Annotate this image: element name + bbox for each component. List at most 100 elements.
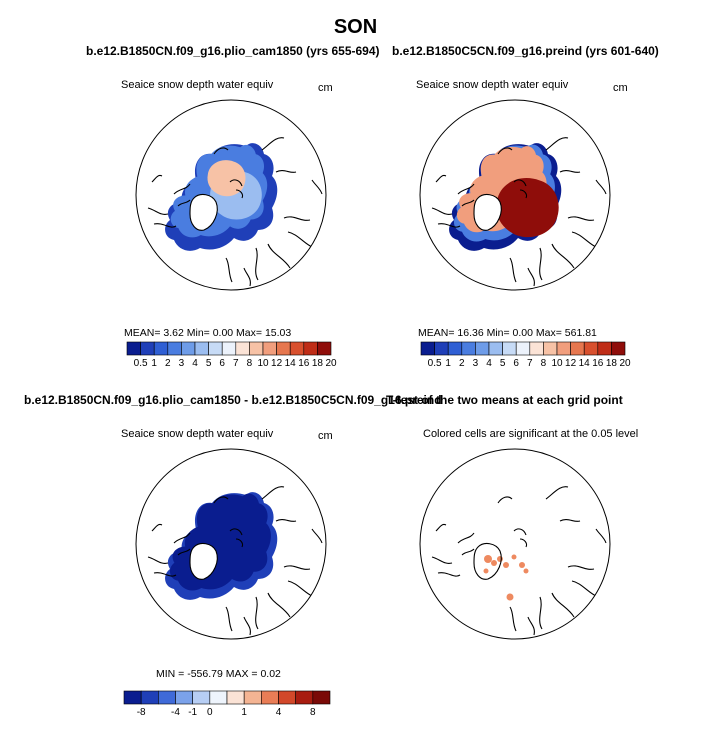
coastline xyxy=(567,216,599,249)
panel-1-title: b.e12.B1850CN.f09_g16.plio_cam1850 (yrs … xyxy=(86,44,380,58)
colorbar-tick-label: 6 xyxy=(513,358,519,369)
colorbar-tick-label: 20 xyxy=(325,358,337,369)
colorbar-tick-label: 0.5 xyxy=(134,358,148,369)
colorbar-tick-label: 7 xyxy=(233,358,239,369)
map-boundary xyxy=(419,99,611,291)
coastline xyxy=(431,556,461,577)
panel-1-stats: MEAN= 3.62 Min= 0.00 Max= 15.03 xyxy=(124,327,292,339)
figure-title: SON xyxy=(333,16,378,38)
coastline xyxy=(509,606,535,636)
panel-1-colorbar: 0.5 1 2 3 4 5 6 7 8 10 12 14 16 18 20 xyxy=(126,341,337,369)
map-boundary xyxy=(419,448,611,640)
coastline xyxy=(567,565,599,598)
colorbar-tick-label: 8 xyxy=(541,358,547,369)
colorbar-box xyxy=(209,690,228,705)
colorbar-box xyxy=(434,341,449,356)
coastline xyxy=(261,486,297,522)
panel-4-subtitle: Colored cells are significant at the 0.0… xyxy=(423,428,639,440)
colorbar-tick-label: 2 xyxy=(165,358,171,369)
colorbar-box xyxy=(502,341,517,356)
colorbar-tick-label: 4 xyxy=(192,358,198,369)
colorbar-tick-label: 3 xyxy=(179,358,185,369)
colorbar-tick-label: 5 xyxy=(206,358,212,369)
colorbar-box xyxy=(123,690,142,705)
colorbar-box xyxy=(235,341,250,356)
colorbar-box xyxy=(221,341,237,356)
coastline xyxy=(151,523,163,532)
colorbar-tick-label: 1 xyxy=(241,707,247,718)
panel-2-title: b.e12.B1850C5CN.f09_g16.preind (yrs 601-… xyxy=(392,44,659,58)
colorbar-box xyxy=(611,341,626,356)
colorbar-box xyxy=(447,341,463,356)
colorbar-tick-label: 0 xyxy=(207,707,213,718)
coastline xyxy=(311,528,323,544)
coastline xyxy=(457,183,475,207)
panel-3-map xyxy=(135,448,327,640)
colorbar-box xyxy=(167,341,182,356)
colorbar-box xyxy=(420,341,435,356)
coastline xyxy=(189,542,218,580)
colorbar-box xyxy=(475,341,490,356)
colorbar-box xyxy=(312,690,331,705)
ice-field-core xyxy=(496,178,559,238)
colorbar-tick-label: 3 xyxy=(473,358,479,369)
colorbar-box xyxy=(278,690,296,705)
colorbar-tick-label: -1 xyxy=(188,707,197,718)
coastline xyxy=(473,542,502,580)
colorbar-box xyxy=(262,341,277,356)
colorbar-tick-label: 12 xyxy=(271,358,283,369)
coastline xyxy=(539,592,575,630)
coastline xyxy=(173,183,191,207)
colorbar-tick-label: 14 xyxy=(285,358,297,369)
panel-2-subtitle: Seaice snow depth water equiv xyxy=(416,79,569,91)
colorbar-box xyxy=(303,341,318,356)
colorbar-tick-label: 20 xyxy=(619,358,631,369)
significant-cell xyxy=(511,554,517,560)
coastline xyxy=(225,606,251,636)
colorbar-box xyxy=(570,341,585,356)
coastline xyxy=(595,179,607,195)
coastline xyxy=(513,528,528,548)
panel-3-units: cm xyxy=(318,430,333,442)
significant-cell xyxy=(519,562,525,568)
colorbar-tick-label: 2 xyxy=(459,358,465,369)
colorbar-box xyxy=(208,341,223,356)
colorbar-tick-label: 8 xyxy=(247,358,253,369)
colorbar-tick-label: 5 xyxy=(500,358,506,369)
colorbar-box xyxy=(226,690,245,705)
colorbar-tick-label: 1 xyxy=(445,358,451,369)
colorbar-box xyxy=(140,690,159,705)
colorbar-tick-label: 6 xyxy=(219,358,225,369)
colorbar-tick-label: 1 xyxy=(151,358,157,369)
coastline xyxy=(545,137,581,173)
colorbar-box xyxy=(158,690,176,705)
significant-cell xyxy=(491,560,497,566)
coastline xyxy=(283,565,315,598)
colorbar-box xyxy=(140,341,155,356)
panel-4-map xyxy=(419,448,611,640)
colorbar-box xyxy=(597,341,612,356)
colorbar-box xyxy=(126,341,141,356)
coastline xyxy=(225,257,251,287)
panel-2-colorbar: 0.5 1 2 3 4 5 6 7 8 10 12 14 16 18 20 xyxy=(420,341,631,369)
panel-3-subtitle: Seaice snow depth water equiv xyxy=(121,428,274,440)
coastline xyxy=(497,496,513,504)
panel-4-title: T-test of the two means at each grid poi… xyxy=(386,393,623,407)
significant-cell xyxy=(503,562,509,568)
coastline xyxy=(539,243,575,281)
significant-cell xyxy=(497,556,503,562)
coastline xyxy=(173,532,191,556)
greenland-land xyxy=(190,543,218,580)
colorbar-tick-label: 14 xyxy=(579,358,591,369)
coastline xyxy=(147,556,177,577)
coastline xyxy=(513,179,528,199)
coastline xyxy=(213,496,229,504)
coastline xyxy=(283,216,315,249)
coastline xyxy=(595,528,607,544)
coastline xyxy=(255,243,291,281)
panel-3-title: b.e12.B1850CN.f09_g16.plio_cam1850 - b.e… xyxy=(24,393,442,407)
significant-cell xyxy=(484,555,492,563)
coastline xyxy=(189,193,218,231)
coastline xyxy=(431,207,461,228)
greenland-land xyxy=(190,194,218,231)
